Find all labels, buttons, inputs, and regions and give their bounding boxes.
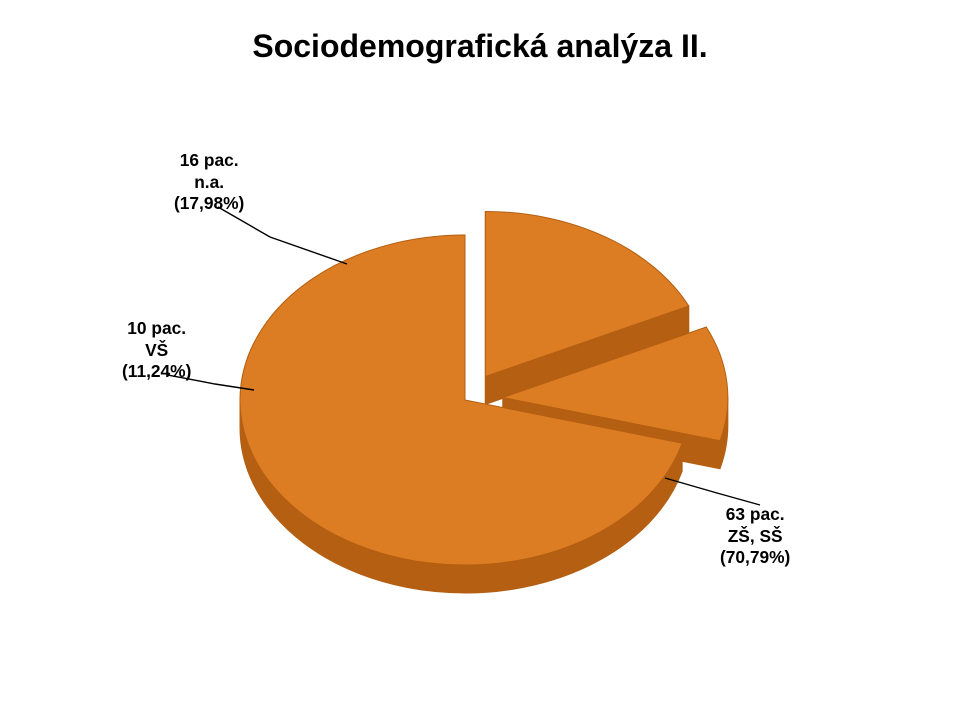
slice-na-percent: (17,98%) <box>174 193 244 215</box>
slide: Sociodemografická analýza II. 16 pac. n.… <box>0 0 960 721</box>
slice-label-zs-ss: 63 pac. ZŠ, SŠ (70,79%) <box>720 504 790 569</box>
slice-na-count: 16 pac. <box>174 150 244 172</box>
slice-vs-percent: (11,24%) <box>122 361 191 383</box>
slice-vs-count: 10 pac. <box>122 318 191 340</box>
slice-zsss-name: ZŠ, SŠ <box>720 526 790 548</box>
slice-label-vs: 10 pac. VŠ (11,24%) <box>122 318 191 383</box>
slice-zsss-count: 63 pac. <box>720 504 790 526</box>
slice-zsss-percent: (70,79%) <box>720 547 790 569</box>
slice-vs-name: VŠ <box>122 340 191 362</box>
slice-label-na: 16 pac. n.a. (17,98%) <box>174 150 244 215</box>
slice-na-name: n.a. <box>174 172 244 194</box>
